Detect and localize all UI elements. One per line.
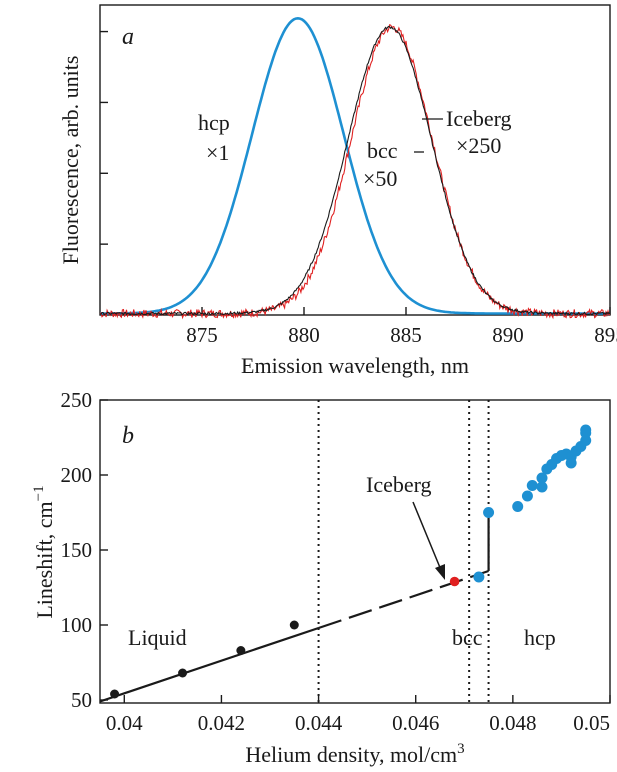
panel-a-y-axis-title: Fluorescence, arb. units: [58, 56, 83, 265]
data-point-hcp: [512, 501, 524, 512]
liquid-region-label: Liquid: [128, 625, 187, 650]
panel-a-x-tick-label: 895: [594, 323, 617, 347]
panel-b-x-tick-label: 0.044: [295, 711, 343, 735]
panel-b-phase-boundaries: [317, 400, 490, 703]
panel-b-y-tick-label: 50: [71, 688, 92, 712]
panel-b-data-points: [110, 424, 592, 699]
panel-b-y-tick-label: 150: [61, 538, 93, 562]
data-point-hcp: [483, 507, 495, 518]
hcp-region-label: hcp: [524, 625, 556, 650]
iceberg-scale-label: ×250: [456, 133, 501, 158]
bcc-region-label: bcc: [452, 625, 483, 650]
panel-b-x-tick-label: 0.05: [573, 711, 610, 735]
panel-a-frame: [99, 4, 611, 316]
data-point-liquid: [178, 668, 188, 678]
panel-b-x-tick-label: 0.046: [392, 711, 439, 735]
panel-a-x-tick-label: 890: [492, 323, 524, 347]
panel-b-x-axis-title-exponent: 3: [457, 741, 465, 757]
panel-a-x-tick-label: 885: [390, 323, 422, 347]
data-point-hcp: [580, 424, 592, 436]
panel-b-label: b: [122, 423, 134, 449]
panel-b-fit-lines: [99, 512, 490, 703]
data-point-hcp: [536, 472, 548, 484]
data-point-hcp: [526, 480, 538, 491]
panel-a-x-axis-title: Emission wavelength, nm: [241, 353, 469, 378]
panel-a-x-ticks: 875 880 885 890 895: [186, 307, 617, 347]
data-point-hcp: [536, 481, 548, 493]
panel-b-y-ticks: 50 100 150 200 250: [61, 388, 108, 712]
curve-hcp: [100, 16, 610, 315]
data-point-bcc: [473, 571, 485, 583]
panel-b-y-tick-label: 100: [61, 613, 93, 637]
panel-a-x-tick-label: 880: [288, 323, 320, 347]
panel-a-curves: [99, 16, 611, 320]
panel-b-y-axis-title-exponent: −1: [31, 485, 47, 501]
curve-bcc: [99, 25, 611, 316]
panel-b-y-axis-title-text: Lineshift, cm: [32, 501, 57, 618]
bcc-scale-label: ×50: [363, 166, 397, 191]
data-point-liquid: [236, 646, 246, 655]
iceberg-label: Iceberg: [446, 106, 512, 131]
panel-b-y-tick-label: 200: [61, 463, 93, 487]
panel-b-x-tick-label: 0.048: [489, 711, 536, 735]
panel-b-x-axis-title-text: Helium density, mol/cm: [245, 742, 457, 767]
panel-b-x-ticks: 0.04 0.042 0.044 0.046 0.048 0.05: [106, 695, 611, 735]
data-point-liquid: [289, 620, 299, 630]
panel-a: 875 880 885 890 895 a hcp ×1 bcc ×50 Iceberg…: [58, 4, 617, 378]
data-point-hcp: [521, 490, 533, 502]
bcc-label: bcc: [367, 138, 398, 163]
iceberg-arrow: [412, 501, 445, 580]
panel-b-x-axis-title: Helium density, mol/cm3: [245, 741, 464, 767]
data-point-hcp: [565, 457, 577, 469]
liquid-fit-line: [99, 626, 319, 703]
data-point-iceberg: [449, 576, 460, 587]
iceberg-point-label: Iceberg: [366, 472, 432, 497]
panel-b-x-tick-label: 0.04: [106, 711, 143, 735]
panel-b-x-tick-label: 0.042: [198, 711, 245, 735]
curve-iceberg: [99, 24, 611, 320]
panel-a-label: a: [122, 24, 134, 50]
panel-b-frame: [99, 399, 611, 704]
panel-b-y-tick-label: 250: [61, 388, 93, 412]
fit-extension-dashed-line: [318, 569, 489, 630]
panel-a-y-ticks: [100, 30, 108, 245]
hcp-scale-label: ×1: [206, 140, 229, 165]
hcp-label: hcp: [198, 110, 230, 135]
data-point-liquid: [110, 689, 120, 699]
panel-a-x-tick-label: 875: [186, 323, 218, 347]
panel-b-y-axis-title: Lineshift, cm−1: [31, 485, 57, 618]
